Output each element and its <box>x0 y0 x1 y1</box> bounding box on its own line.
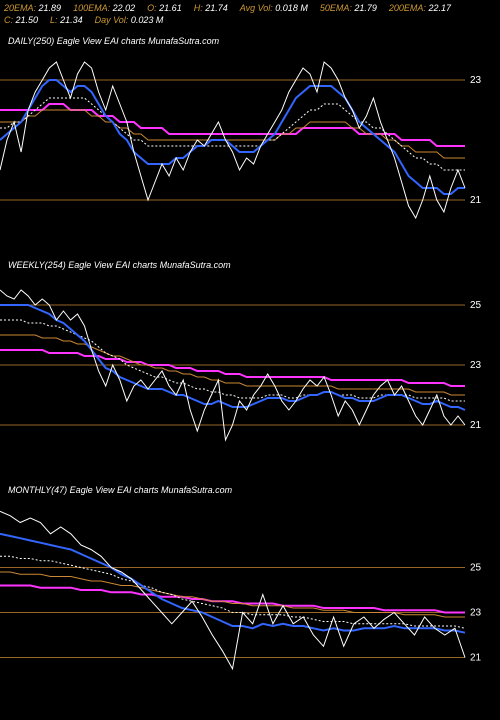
dayvol-stat: Day Vol: 0.023 M <box>95 14 164 26</box>
ema50-stat: 50EMA: 21.79 <box>320 2 377 14</box>
close-stat: C: 21.50 <box>4 14 38 26</box>
ema200-stat: 200EMA: 22.17 <box>389 2 451 14</box>
section-title: MONTHLY(47) Eagle View EAI charts Munafa… <box>4 483 236 497</box>
ema20-stat: 20EMA: 21.89 <box>4 2 61 14</box>
svg-text:25: 25 <box>470 563 482 574</box>
svg-text:25: 25 <box>470 300 482 311</box>
svg-text:21: 21 <box>470 195 482 206</box>
low-stat: L: 21.34 <box>50 14 83 26</box>
svg-text:21: 21 <box>470 420 482 431</box>
ema100-stat: 100EMA: 22.02 <box>73 2 135 14</box>
open-stat: O: 21.61 <box>147 2 182 14</box>
svg-text:21: 21 <box>470 653 482 664</box>
chart-header: 20EMA: 21.89 100EMA: 22.02 O: 21.61 H: 2… <box>0 0 500 28</box>
svg-text:23: 23 <box>470 75 482 86</box>
svg-text:23: 23 <box>470 608 482 619</box>
section-title: DAILY(250) Eagle View EAI charts MunafaS… <box>4 34 223 48</box>
avgvol-stat: Avg Vol: 0.018 M <box>240 2 308 14</box>
section-title: WEEKLY(254) Eagle View EAI charts Munafa… <box>4 258 235 272</box>
high-stat: H: 21.74 <box>194 2 228 14</box>
svg-text:23: 23 <box>470 360 482 371</box>
